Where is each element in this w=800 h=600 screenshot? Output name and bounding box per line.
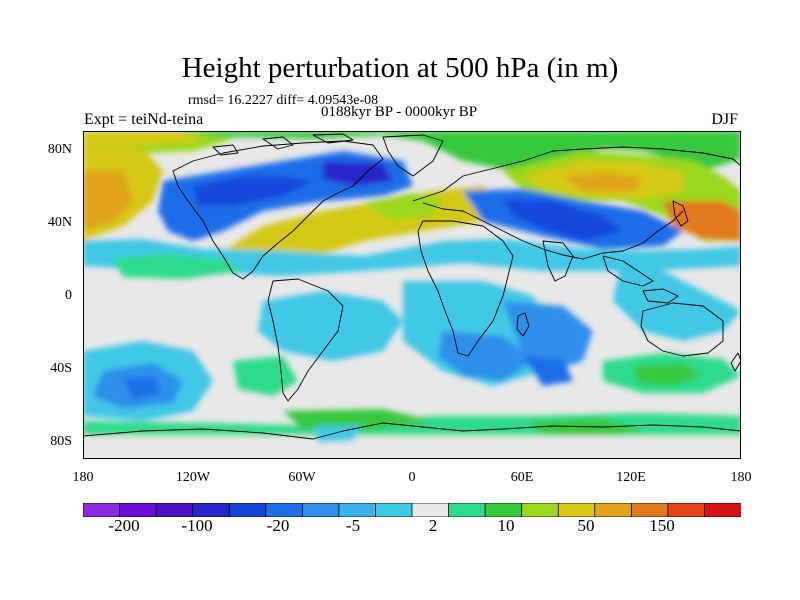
colorbar-label: -20	[266, 516, 290, 535]
map-title: Height perturbation at 500 hPa (in m)	[181, 52, 619, 84]
colorbar-swatch	[448, 503, 487, 517]
perturbation-field	[83, 131, 741, 459]
period-label: 0188kyr BP - 0000kyr BP	[321, 104, 478, 120]
colorbar-label: 50	[577, 516, 595, 535]
lon-label-180e: 180	[730, 470, 752, 485]
colorbar-swatch	[557, 503, 596, 517]
lat-label-80s: 80S	[50, 434, 72, 449]
colorbar-swatch	[228, 503, 267, 517]
lon-label-60w: 60W	[288, 470, 316, 485]
season-label: DJF	[711, 111, 738, 128]
colorbar	[83, 503, 741, 517]
map-border	[83, 131, 741, 459]
colorbar-label: -5	[345, 516, 361, 535]
colorbar-swatch	[484, 503, 523, 517]
lon-label-120w: 120W	[175, 470, 211, 485]
lat-label-40s: 40S	[50, 361, 72, 376]
lon-label-180w: 180	[72, 470, 94, 485]
colorbar-swatch	[338, 503, 377, 517]
lon-label-0: 0	[408, 470, 416, 485]
colorbar-swatch	[594, 503, 633, 517]
lon-label-60e: 60E	[510, 470, 534, 485]
stats-line: rmsd= 16.2227 diff= 4.09543e-08	[188, 93, 379, 108]
colorbar-swatch	[119, 503, 158, 517]
colorbar-swatch	[521, 503, 560, 517]
colorbar-swatch	[704, 503, 741, 517]
map-panel	[83, 131, 741, 459]
lat-label-80n: 80N	[47, 142, 72, 157]
colorbar-swatch	[375, 503, 413, 517]
colorbar-swatch	[192, 503, 231, 517]
colorbar-label: -200	[108, 516, 140, 535]
lon-label-120e: 120E	[616, 470, 646, 485]
colorbar-swatch	[83, 503, 121, 517]
coastlines	[83, 133, 741, 440]
lat-label-40n: 40N	[47, 215, 72, 230]
colorbar-label: -100	[181, 516, 213, 535]
colorbar-swatch	[265, 503, 304, 517]
lat-label-0: 0	[65, 288, 72, 303]
colorbar-swatch	[667, 503, 706, 517]
colorbar-swatch	[301, 503, 340, 517]
colorbar-label: 150	[649, 516, 675, 535]
colorbar-swatch	[630, 503, 669, 517]
colorbar-label: 10	[497, 516, 515, 535]
colorbar-swatch	[155, 503, 194, 517]
colorbar-swatch	[411, 503, 450, 517]
experiment-label: Expt = teiNd-teina	[84, 111, 204, 128]
colorbar-label: 2	[428, 516, 438, 535]
